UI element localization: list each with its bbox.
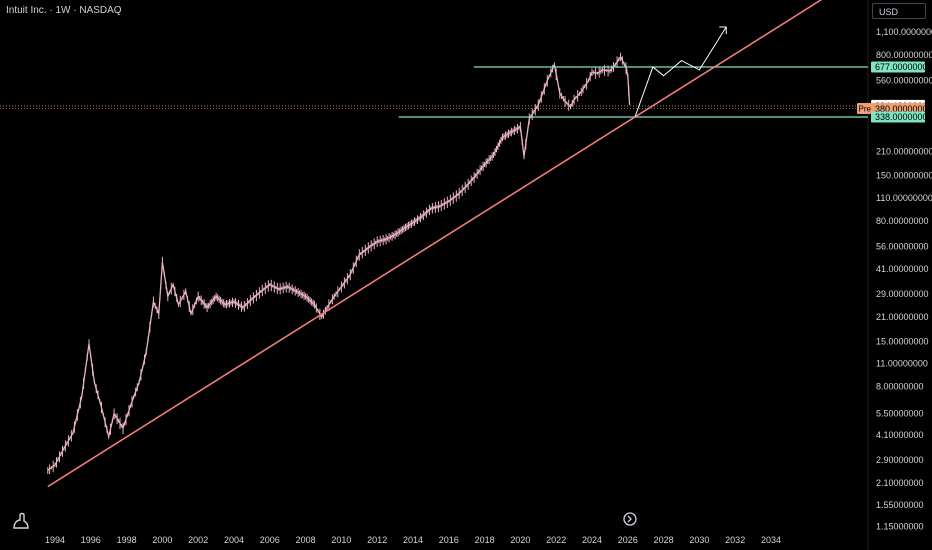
pre-tag-label: Pre <box>859 105 872 114</box>
time-tick-label: 2028 <box>654 535 674 545</box>
time-tick-label: 2002 <box>188 535 208 545</box>
level-label-box <box>871 111 925 123</box>
goto-date-icon[interactable] <box>623 512 637 526</box>
price-tick-label: 8.00000000 <box>876 382 924 392</box>
price-tick-label: 41.00000000 <box>876 264 929 274</box>
price-tick-label: 4.10000000 <box>876 430 924 440</box>
time-tick-label: 2004 <box>224 535 244 545</box>
level-label-box <box>871 61 925 73</box>
currency-button[interactable]: USD <box>872 3 926 19</box>
time-tick-label: 2018 <box>475 535 495 545</box>
time-tick-label: 2014 <box>403 535 423 545</box>
pre-price-label: 380.00000000 <box>875 104 932 114</box>
price-axis-labels: 677.00000000338.00000000394.4200000009:5… <box>857 61 932 123</box>
price-tick-label: 2.90000000 <box>876 455 924 465</box>
price-tick-label: 1,100.00000000 <box>876 27 932 37</box>
time-tick-label: 1994 <box>45 535 65 545</box>
time-tick-label: 1996 <box>81 535 101 545</box>
price-tick-label: 800.00000000 <box>876 50 932 60</box>
price-tick-label: 80.00000000 <box>876 216 929 226</box>
time-tick-label: 2000 <box>152 535 172 545</box>
time-tick-label: 2024 <box>582 535 602 545</box>
level-label: 338.00000000 <box>875 112 932 122</box>
time-tick-label: 2016 <box>439 535 459 545</box>
price-tick-label: 1.55000000 <box>876 500 924 510</box>
pre-price-label-box <box>871 103 925 115</box>
time-tick-label: 2034 <box>761 535 781 545</box>
projection-line <box>634 26 727 118</box>
price-tick-label: 5.50000000 <box>876 409 924 419</box>
time-tick-label: 1998 <box>117 535 137 545</box>
price-tick-label: 15.00000000 <box>876 336 929 346</box>
pre-tag-box <box>857 103 871 115</box>
projection-arrowhead <box>719 26 727 34</box>
price-tick-label: 1.15000000 <box>876 521 924 531</box>
time-tick-label: 2010 <box>331 535 351 545</box>
price-tick-label: 210.00000000 <box>876 146 932 156</box>
price-tick-label: 560.00000000 <box>876 76 932 86</box>
price-tick-label: 11.00000000 <box>876 359 928 369</box>
time-axis[interactable]: 1994 1996 1998 2000 2002 2004 2006 2008 2010 2012… <box>45 535 781 545</box>
price-tick-label: 2.10000000 <box>876 478 924 488</box>
time-tick-label: 2030 <box>689 535 709 545</box>
trendline[interactable] <box>47 0 830 488</box>
time-tick-label: 2012 <box>367 535 387 545</box>
price-axis[interactable]: 1,100.00000000 800.00000000 560.00000000 21… <box>876 27 932 531</box>
level-label: 677.00000000 <box>875 62 932 72</box>
time-tick-label: 2008 <box>296 535 316 545</box>
time-tick-label: 2006 <box>260 535 280 545</box>
price-tick-label: 150.00000000 <box>876 171 932 181</box>
trendline-segment <box>47 0 823 488</box>
price-tick-label: 21.00000000 <box>876 312 929 322</box>
time-tick-label: 2026 <box>618 535 638 545</box>
price-tick-label: 56.00000000 <box>876 242 929 252</box>
price-tick-label: 110.00000000 <box>876 193 932 203</box>
symbol-title: Intuit Inc. · 1W · NASDAQ <box>6 5 122 16</box>
horizontal-levels[interactable] <box>0 66 868 118</box>
dino-logo-icon[interactable] <box>13 512 29 529</box>
time-tick-label: 2032 <box>725 535 745 545</box>
projection-path[interactable] <box>634 26 727 118</box>
time-tick-label: 2022 <box>546 535 566 545</box>
time-tick-label: 2020 <box>510 535 530 545</box>
price-tick-label: 29.00000000 <box>876 289 929 299</box>
